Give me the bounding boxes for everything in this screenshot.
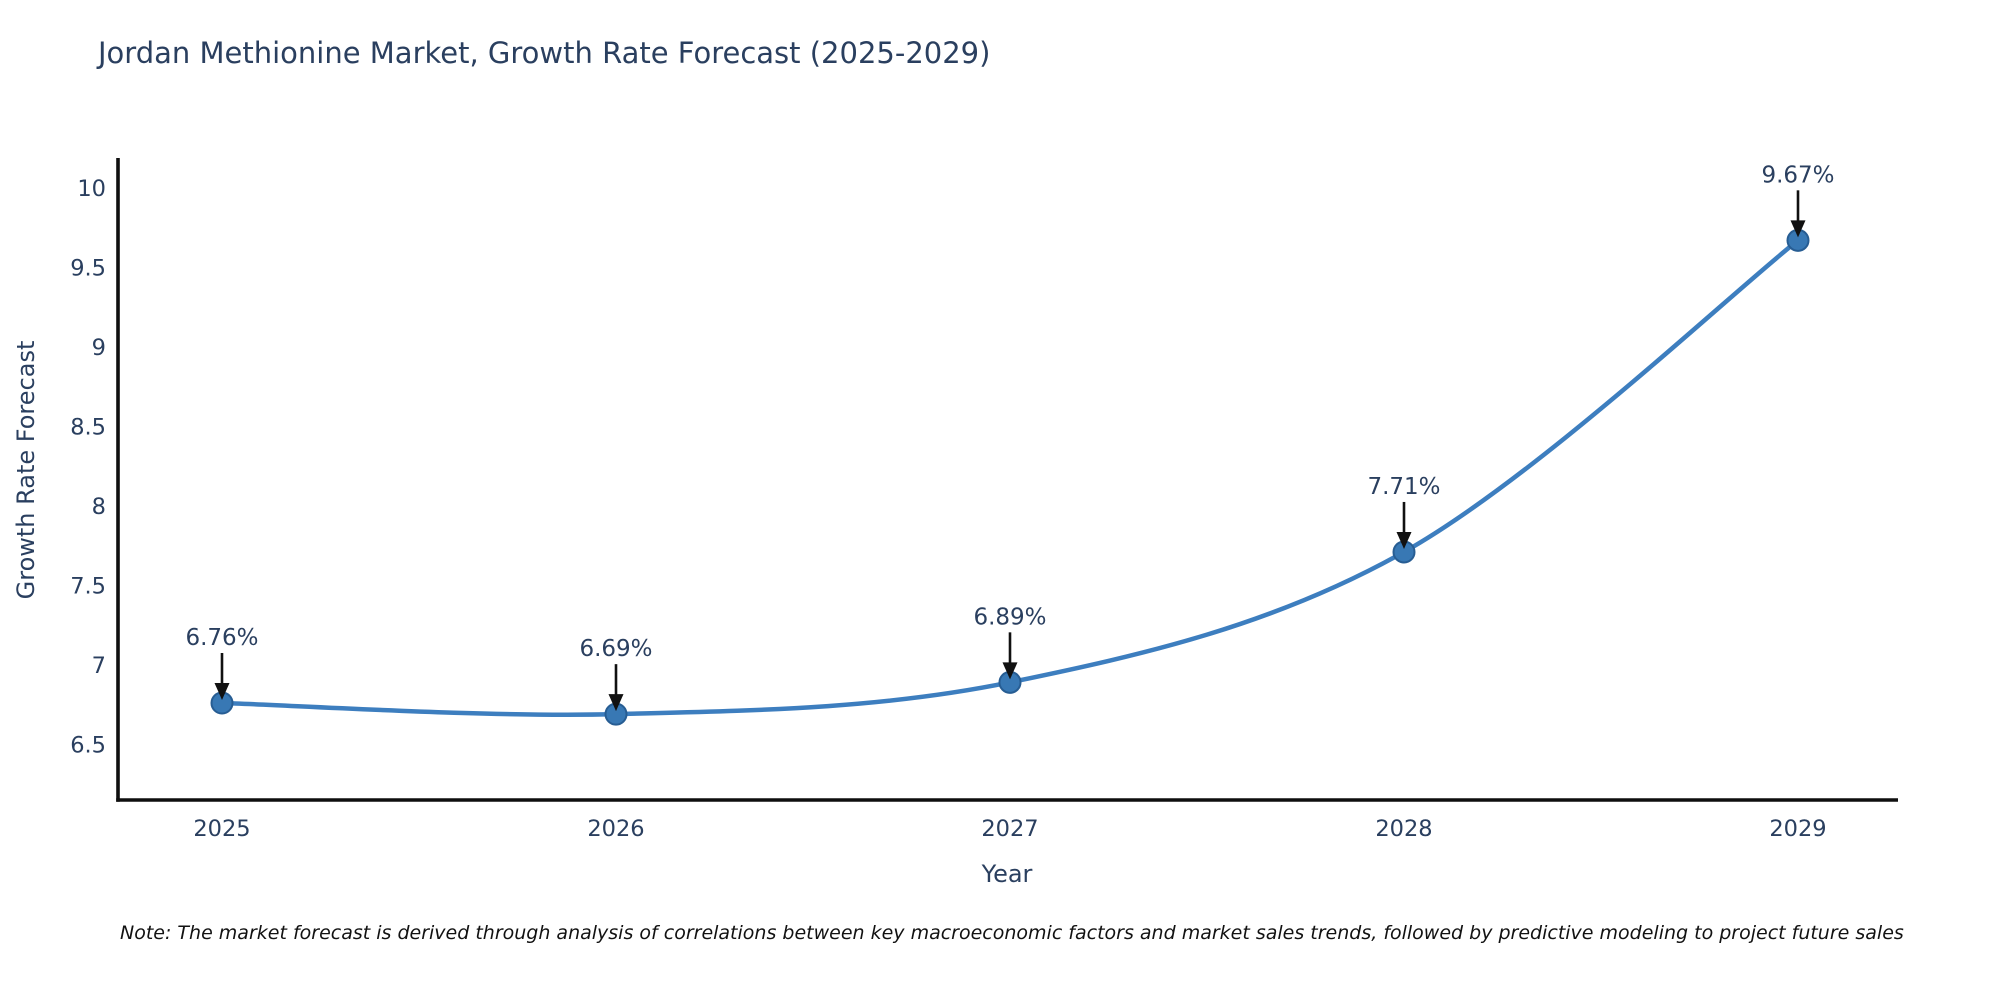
y-tick-label: 7 xyxy=(92,653,106,679)
y-tick-label: 7.5 xyxy=(70,573,106,599)
series-markers xyxy=(210,228,1810,726)
point-annotation-label: 6.69% xyxy=(579,636,652,662)
series-line xyxy=(219,238,1801,717)
point-annotations: 6.76% 6.69% 6.89% 7.71% 9.67% xyxy=(185,162,1835,712)
y-tick-label: 8 xyxy=(92,494,106,520)
x-tick-label: 2028 xyxy=(1375,816,1432,842)
y-axis-ticks: 6.5 7 7.5 8 8.5 9 9.5 10 xyxy=(70,176,106,758)
footnote: Note: The market forecast is derived thr… xyxy=(120,922,1904,944)
y-tick-label: 9 xyxy=(92,335,106,361)
point-annotation-label: 7.71% xyxy=(1367,474,1440,500)
point-annotation-label: 9.67% xyxy=(1761,162,1834,188)
annotation-arrowhead xyxy=(608,694,624,712)
x-tick-label: 2026 xyxy=(587,816,644,842)
annotation-arrowhead xyxy=(1002,662,1018,680)
point-annotation-label: 6.89% xyxy=(973,604,1046,630)
y-tick-label: 9.5 xyxy=(70,255,106,281)
x-tick-label: 2029 xyxy=(1769,816,1826,842)
annotation-arrowhead xyxy=(1396,531,1412,549)
x-axis-title: Year xyxy=(981,860,1033,888)
line-path xyxy=(219,238,1801,717)
x-tick-label: 2027 xyxy=(981,816,1038,842)
y-tick-label: 10 xyxy=(77,176,106,202)
y-tick-label: 6.5 xyxy=(70,732,106,758)
y-tick-label: 8.5 xyxy=(70,414,106,440)
annotation-arrowhead xyxy=(214,683,230,701)
point-annotation-label: 6.76% xyxy=(185,625,258,651)
x-axis-ticks: 2025 2026 2027 2028 2029 xyxy=(193,816,1826,842)
chart-title: Jordan Methionine Market, Growth Rate Fo… xyxy=(98,36,991,70)
x-tick-label: 2025 xyxy=(193,816,250,842)
annotation-arrowhead xyxy=(1790,220,1806,238)
